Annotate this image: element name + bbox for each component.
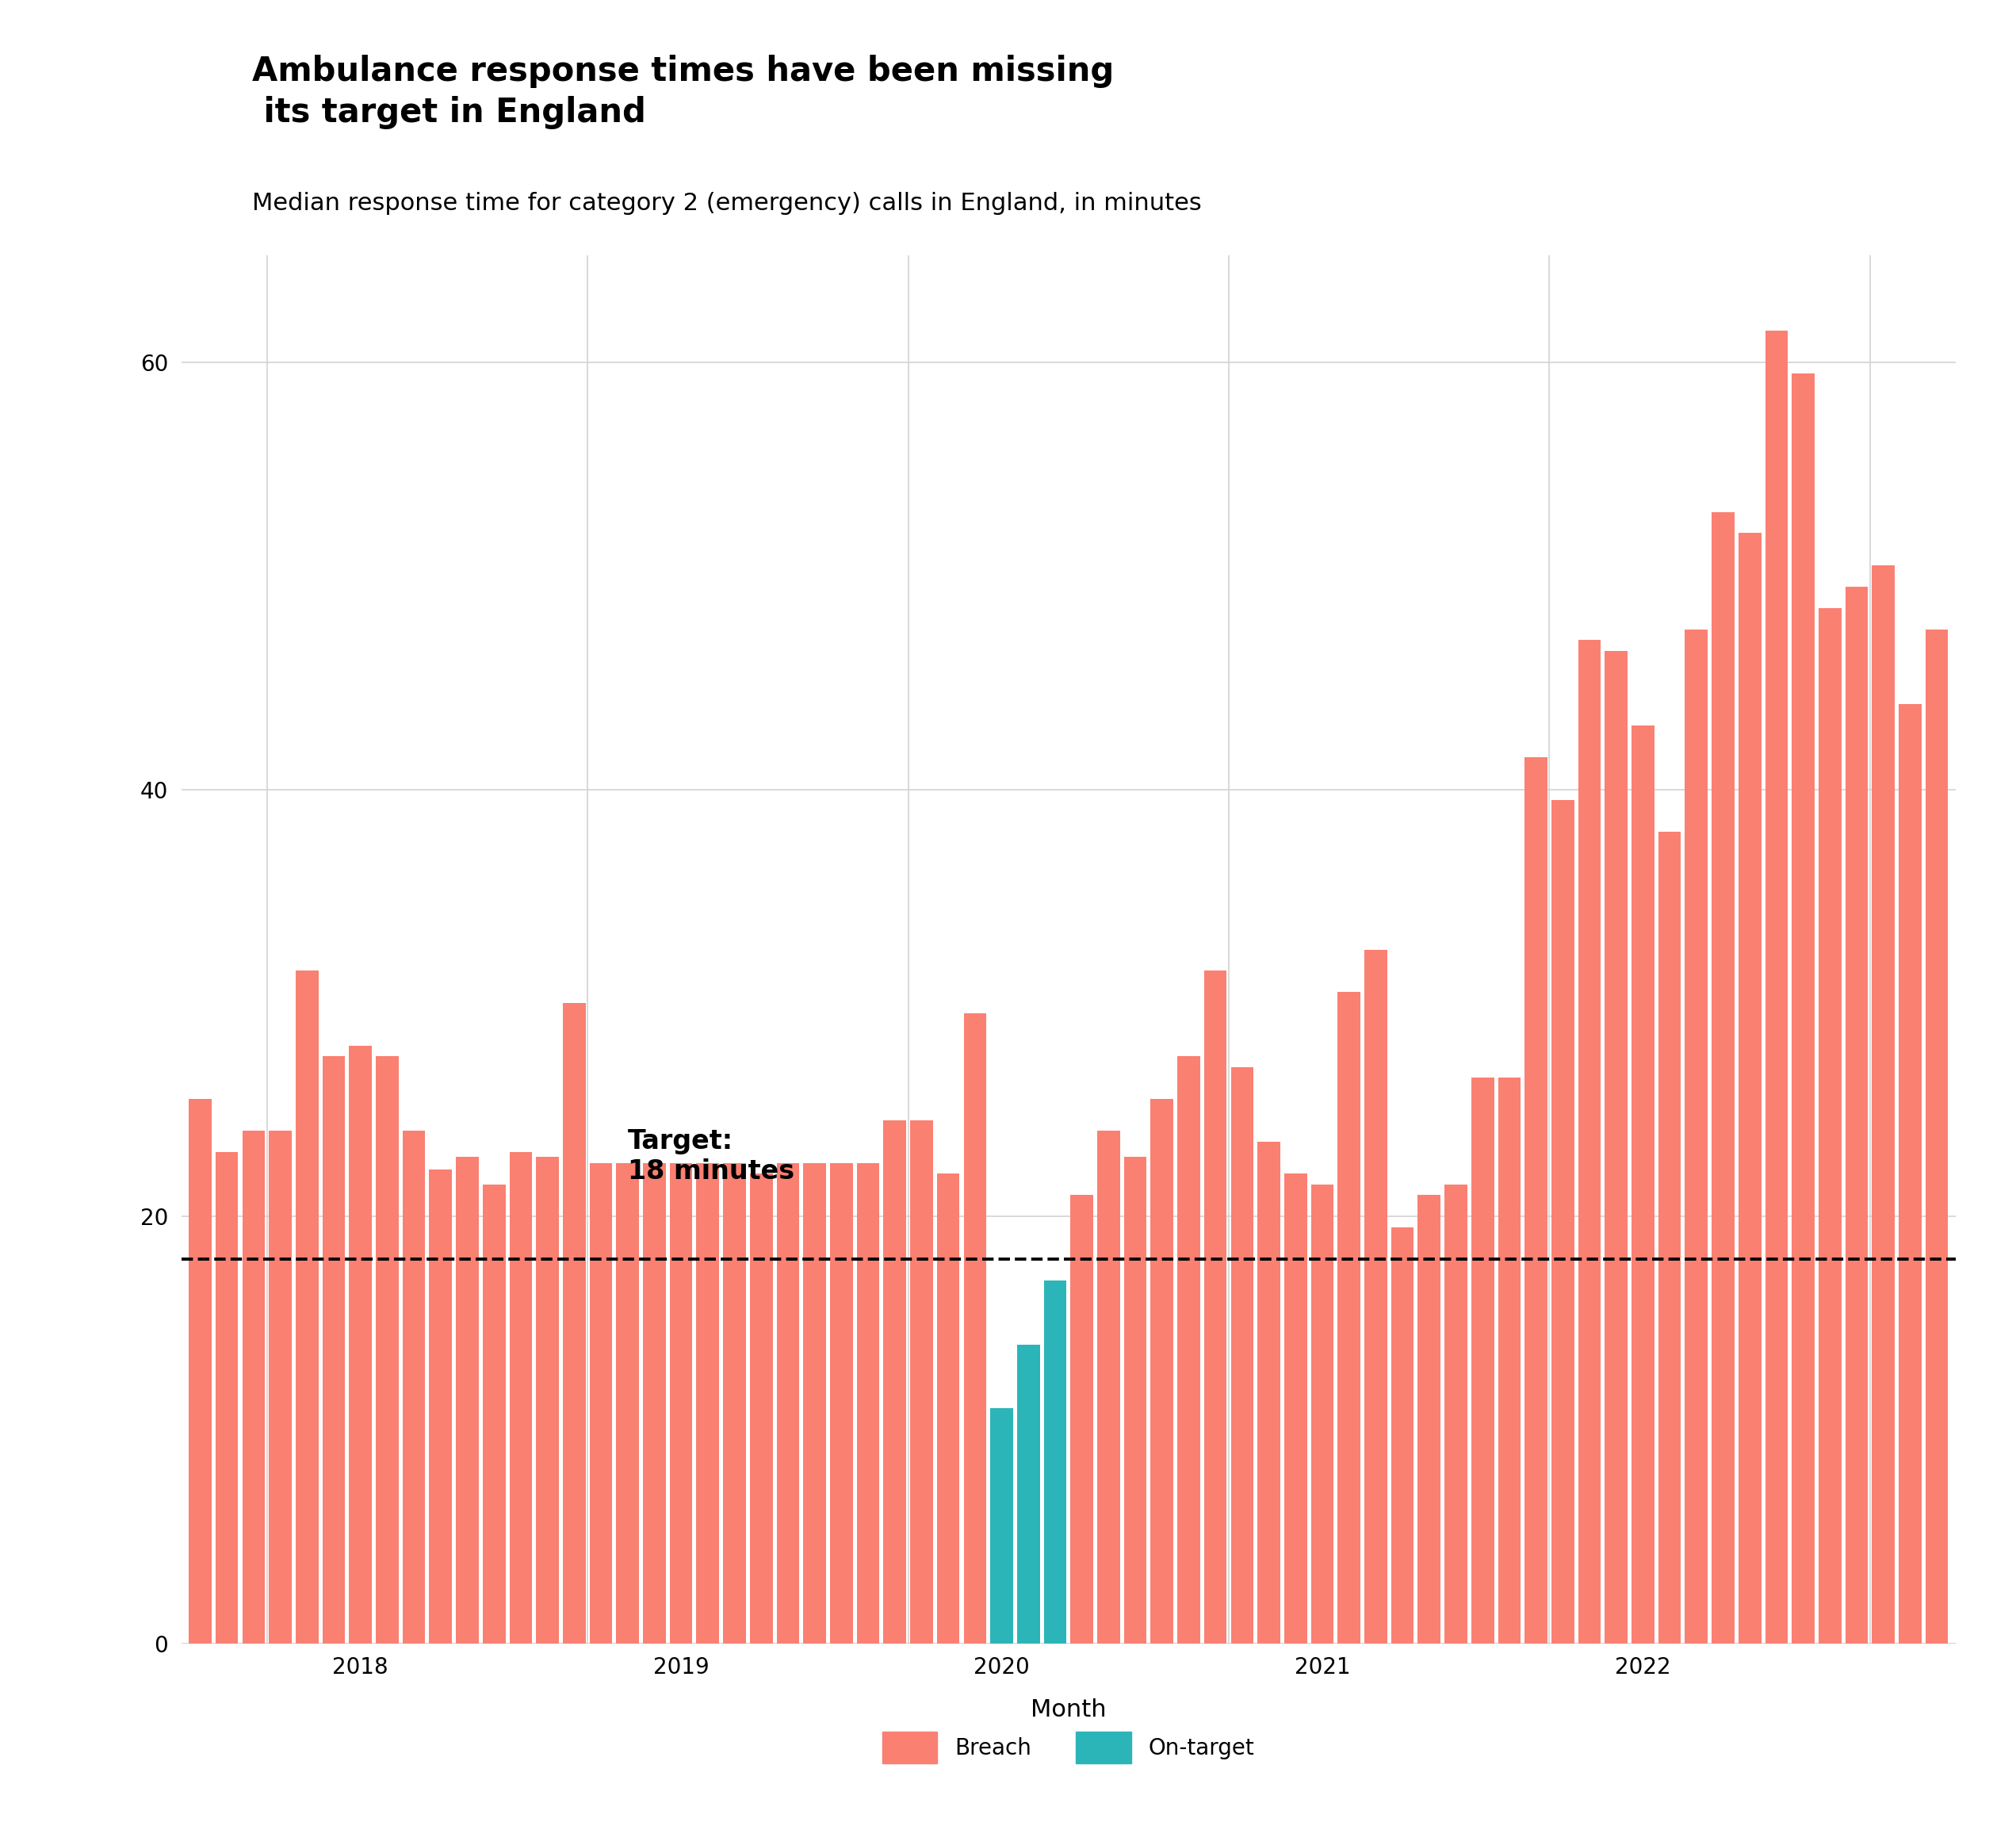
Bar [1204,971,1228,1643]
Bar [776,1163,798,1643]
Bar [1123,1156,1147,1643]
Bar [1873,566,1895,1643]
Bar [937,1174,960,1643]
Bar [883,1121,905,1643]
Bar [1792,373,1814,1643]
Bar [1498,1077,1520,1643]
Bar [964,1013,986,1643]
Bar [1232,1066,1254,1643]
Bar [1524,758,1548,1643]
Bar [1339,992,1361,1643]
Bar [1151,1099,1173,1643]
Bar [617,1163,639,1643]
Bar [1579,639,1601,1643]
Bar [1685,630,1708,1643]
Text: Target:
18 minutes: Target: 18 minutes [627,1128,794,1185]
Bar [536,1156,558,1643]
Bar [990,1408,1012,1643]
Bar [909,1121,933,1643]
Bar [1284,1174,1306,1643]
Bar [1445,1185,1468,1643]
Bar [1097,1130,1121,1643]
Bar [696,1163,720,1643]
Bar [456,1156,478,1643]
Bar [323,1055,345,1643]
Bar [1712,511,1734,1643]
Bar [1552,800,1574,1643]
Bar [1016,1344,1040,1643]
Bar [1044,1280,1066,1643]
Bar [190,1099,212,1643]
Bar [643,1163,665,1643]
Bar [510,1152,532,1643]
Text: Ambulance response times have been missing
 its target in England: Ambulance response times have been missi… [252,55,1115,130]
Bar [482,1185,506,1643]
Bar [802,1163,827,1643]
Bar [1310,1185,1335,1643]
Bar [724,1163,746,1643]
Bar [750,1174,772,1643]
Bar [268,1130,292,1643]
Bar [349,1046,371,1643]
Bar [1605,650,1627,1643]
Bar [1258,1141,1280,1643]
Bar [1391,1227,1413,1643]
Bar [1177,1055,1200,1643]
X-axis label: Month: Month [1030,1698,1107,1722]
Bar [1899,705,1921,1643]
Legend: Breach, On-target: Breach, On-target [861,1709,1276,1786]
Bar [562,1002,585,1643]
Bar [216,1152,238,1643]
Bar [242,1130,264,1643]
Bar [1070,1194,1093,1643]
Text: Median response time for category 2 (emergency) calls in England, in minutes: Median response time for category 2 (eme… [252,192,1202,215]
Bar [1845,586,1869,1643]
Bar [1925,630,1947,1643]
Bar [403,1130,425,1643]
Bar [1818,608,1841,1643]
Bar [429,1169,452,1643]
Bar [1365,950,1387,1643]
Bar [1631,725,1655,1643]
Bar [1472,1077,1494,1643]
Bar [1738,533,1762,1643]
Bar [669,1163,691,1643]
Bar [831,1163,853,1643]
Bar [1417,1194,1441,1643]
Bar [857,1163,879,1643]
Bar [1659,833,1681,1643]
Bar [589,1163,613,1643]
Bar [1766,331,1788,1643]
Bar [375,1055,399,1643]
Bar [296,971,319,1643]
